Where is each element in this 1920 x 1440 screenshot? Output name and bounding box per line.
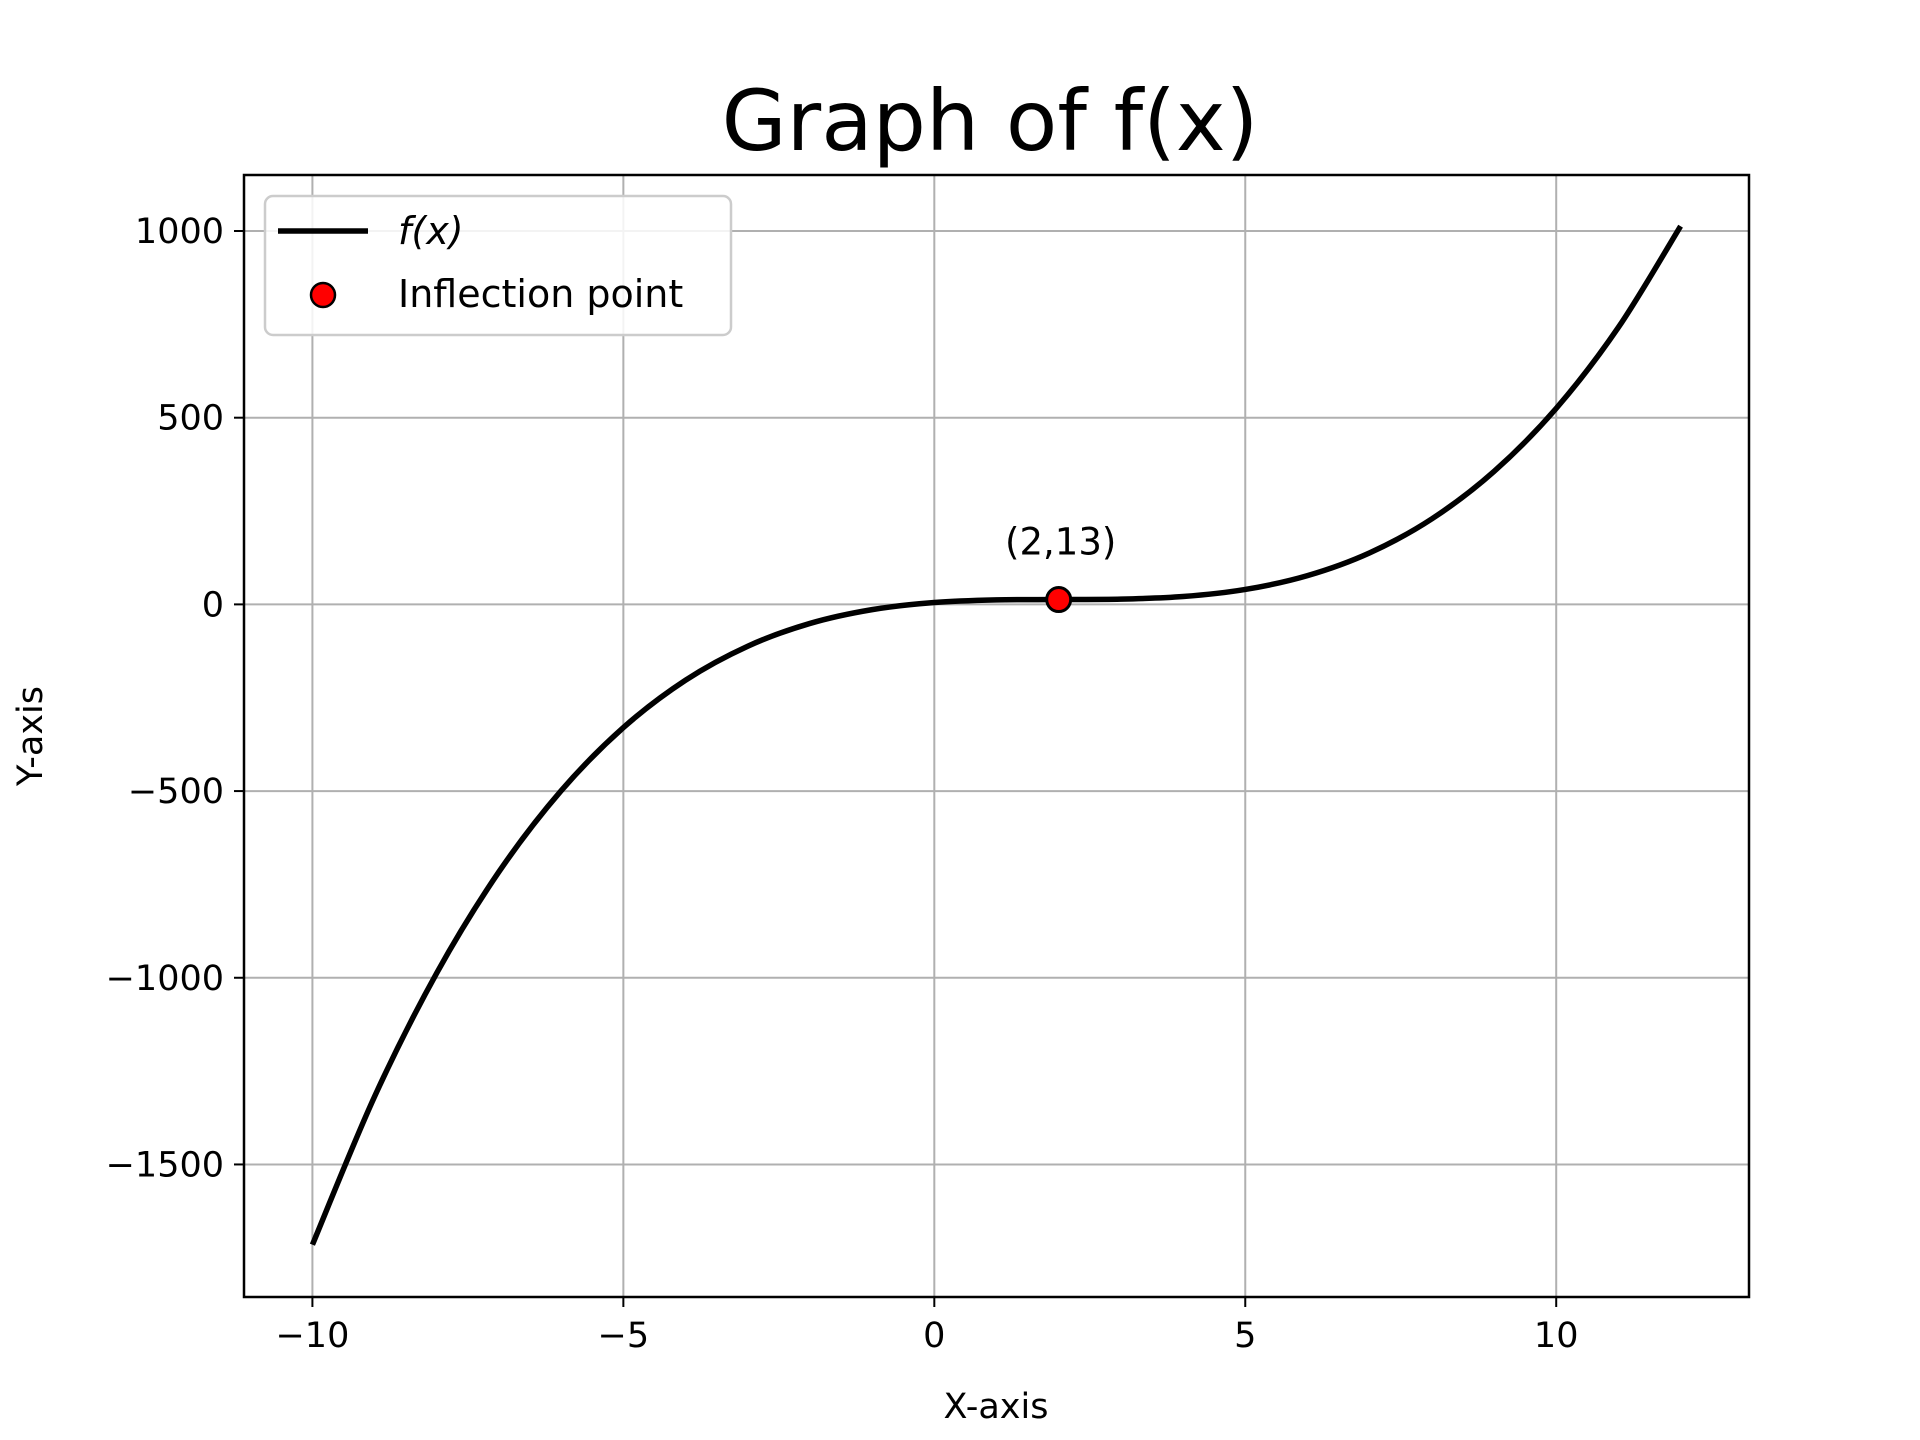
legend: f(x) Inflection point (263, 194, 733, 337)
legend-label-fx: f(x) (398, 209, 464, 253)
y-axis-label: Y-axis (11, 686, 51, 787)
x-tick-label: −10 (275, 1316, 349, 1356)
x-tick-label: −5 (598, 1316, 650, 1356)
y-tick-label: 1000 (135, 212, 224, 252)
inflection-point-label: (2,13) (1005, 521, 1116, 564)
y-tick-label: 500 (157, 399, 224, 439)
legend-label-inflection: Inflection point (398, 272, 683, 316)
x-ticks: −10 −5 0 5 10 (275, 1297, 1578, 1356)
plot-frame (242, 173, 1751, 1299)
grid (244, 175, 1749, 1297)
legend-marker-swatch (309, 281, 337, 309)
x-tick-label: 0 (923, 1316, 945, 1356)
inflection-point-marker (1045, 586, 1073, 614)
y-ticks: −1500 −1000 −500 0 500 1000 (106, 212, 244, 1185)
series-layer (309, 224, 1683, 1246)
series-line-fx (309, 224, 1683, 1246)
chart-title: Graph of f(x) (722, 72, 1259, 170)
x-tick-label: 5 (1234, 1316, 1256, 1356)
x-axis-label: X-axis (944, 1387, 1049, 1427)
y-tick-label: −1000 (106, 959, 224, 999)
x-tick-label: 10 (1534, 1316, 1579, 1356)
y-tick-label: 0 (202, 585, 224, 625)
legend-box (263, 194, 733, 337)
y-tick-label: −500 (128, 772, 224, 812)
y-tick-label: −1500 (106, 1145, 224, 1185)
inflection-point-layer: (2,13) (1005, 521, 1116, 614)
